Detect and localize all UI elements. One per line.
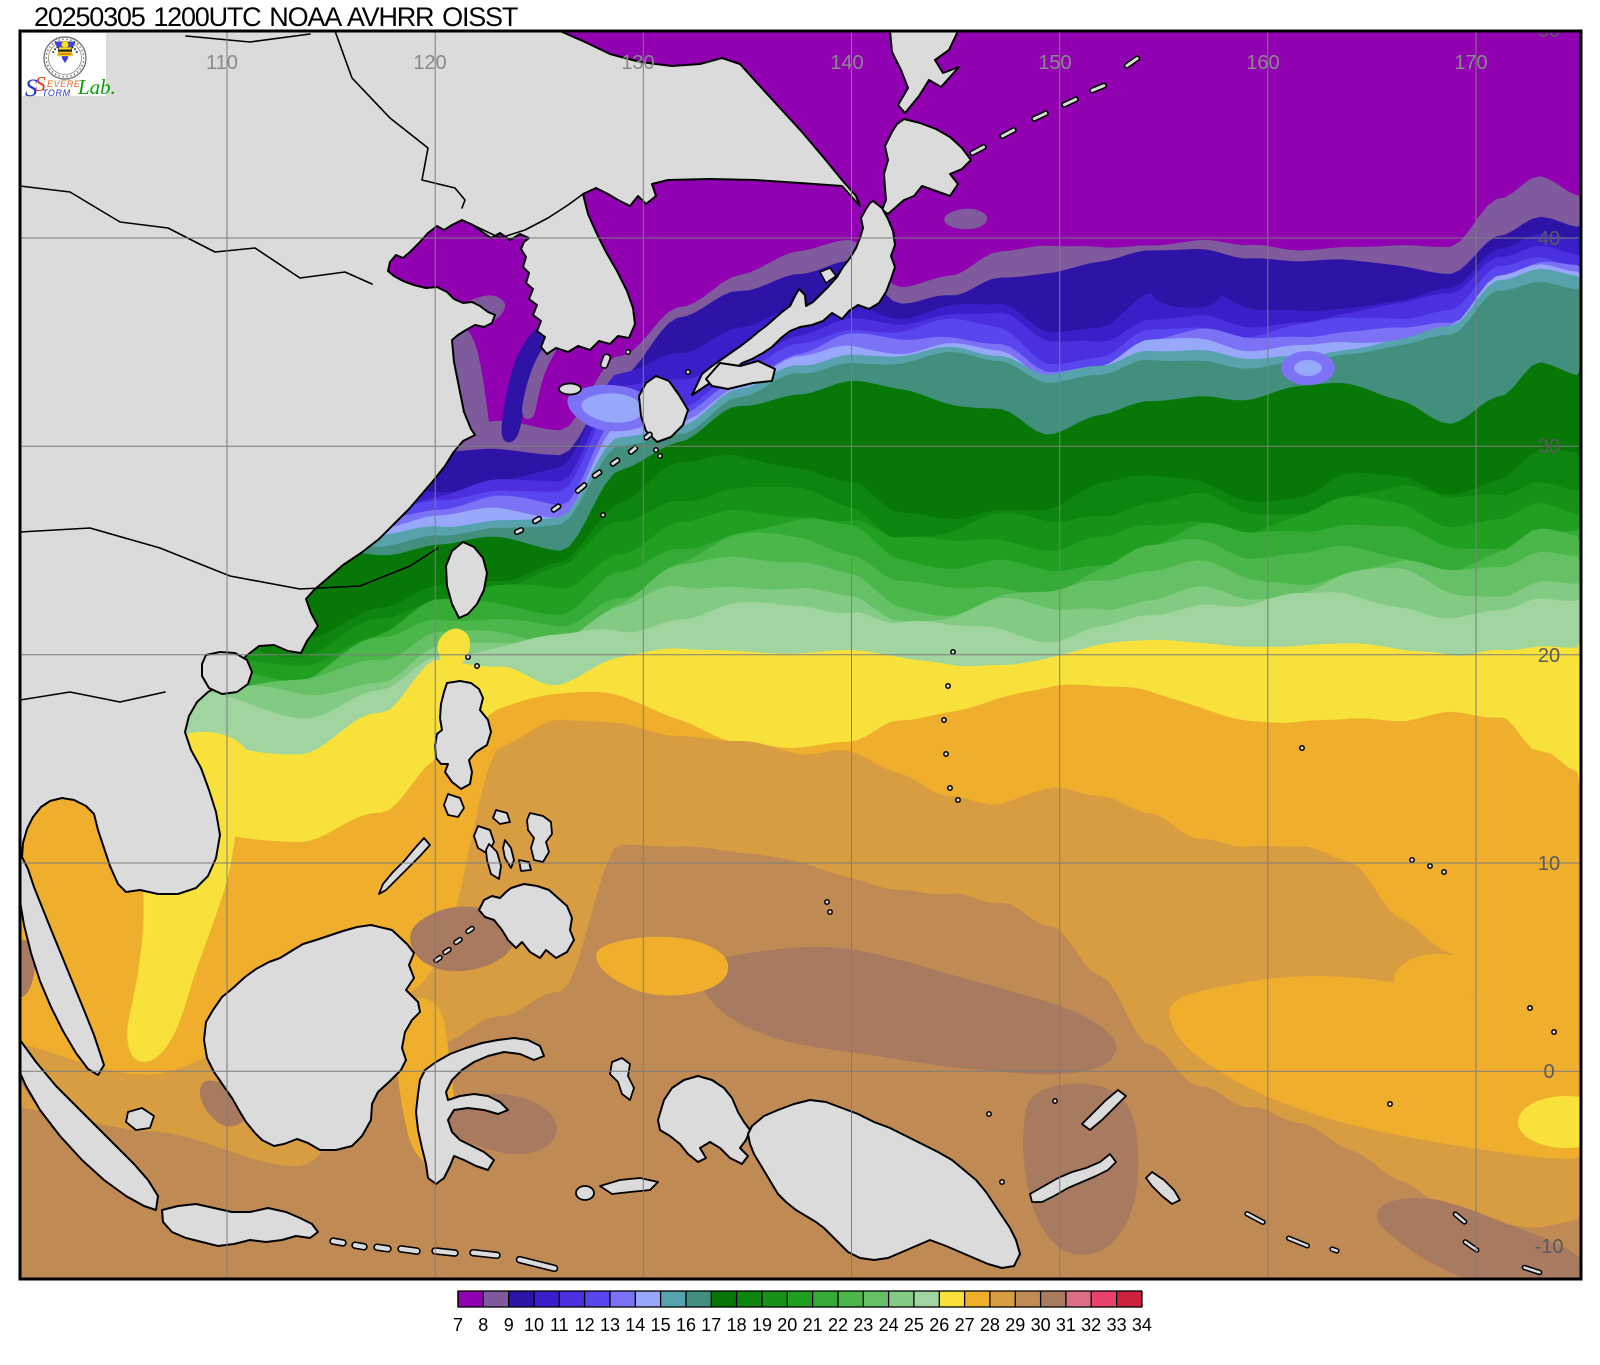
svg-text:20: 20 bbox=[1538, 645, 1560, 667]
svg-text:30: 30 bbox=[1031, 1315, 1051, 1335]
svg-text:Lab.: Lab. bbox=[77, 75, 116, 99]
svg-text:9: 9 bbox=[504, 1315, 514, 1335]
svg-text:21: 21 bbox=[803, 1315, 823, 1335]
svg-text:16: 16 bbox=[676, 1315, 696, 1335]
svg-text:24: 24 bbox=[879, 1315, 899, 1335]
svg-text:17: 17 bbox=[701, 1315, 721, 1335]
svg-text:31: 31 bbox=[1056, 1315, 1076, 1335]
svg-text:10: 10 bbox=[1538, 853, 1560, 875]
svg-text:26: 26 bbox=[929, 1315, 949, 1335]
svg-text:27: 27 bbox=[955, 1315, 975, 1335]
svg-text:13: 13 bbox=[600, 1315, 620, 1335]
svg-text:170: 170 bbox=[1454, 52, 1487, 74]
svg-text:18: 18 bbox=[727, 1315, 747, 1335]
svg-text:28: 28 bbox=[980, 1315, 1000, 1335]
svg-text:25: 25 bbox=[904, 1315, 924, 1335]
svg-text:20250305 1200UTC NOAA AVHRR OI: 20250305 1200UTC NOAA AVHRR OISST bbox=[34, 2, 518, 32]
svg-text:40: 40 bbox=[1538, 228, 1560, 250]
svg-text:120: 120 bbox=[413, 52, 446, 74]
svg-text:33: 33 bbox=[1107, 1315, 1127, 1335]
svg-text:30: 30 bbox=[1538, 436, 1560, 458]
svg-text:19: 19 bbox=[752, 1315, 772, 1335]
svg-text:160: 160 bbox=[1246, 52, 1279, 74]
svg-text:50: 50 bbox=[1538, 20, 1560, 42]
svg-text:EVERE: EVERE bbox=[47, 79, 81, 89]
svg-text:22: 22 bbox=[828, 1315, 848, 1335]
svg-text:-10: -10 bbox=[1535, 1236, 1564, 1258]
svg-text:10: 10 bbox=[524, 1315, 544, 1335]
svg-text:130: 130 bbox=[621, 52, 654, 74]
svg-text:S: S bbox=[35, 72, 46, 96]
svg-text:140: 140 bbox=[830, 52, 863, 74]
svg-text:15: 15 bbox=[651, 1315, 671, 1335]
svg-text:TORM: TORM bbox=[42, 88, 71, 98]
svg-text:12: 12 bbox=[575, 1315, 595, 1335]
svg-text:29: 29 bbox=[1005, 1315, 1025, 1335]
svg-text:110: 110 bbox=[206, 52, 238, 74]
svg-text:14: 14 bbox=[625, 1315, 645, 1335]
svg-text:150: 150 bbox=[1038, 52, 1071, 74]
svg-text:34: 34 bbox=[1132, 1315, 1152, 1335]
svg-text:32: 32 bbox=[1081, 1315, 1101, 1335]
svg-text:23: 23 bbox=[853, 1315, 873, 1335]
svg-text:S: S bbox=[25, 75, 38, 102]
svg-text:11: 11 bbox=[550, 1315, 569, 1335]
svg-text:8: 8 bbox=[478, 1315, 488, 1335]
svg-text:7: 7 bbox=[453, 1315, 463, 1335]
svg-text:0: 0 bbox=[1543, 1061, 1554, 1083]
svg-text:20: 20 bbox=[777, 1315, 797, 1335]
